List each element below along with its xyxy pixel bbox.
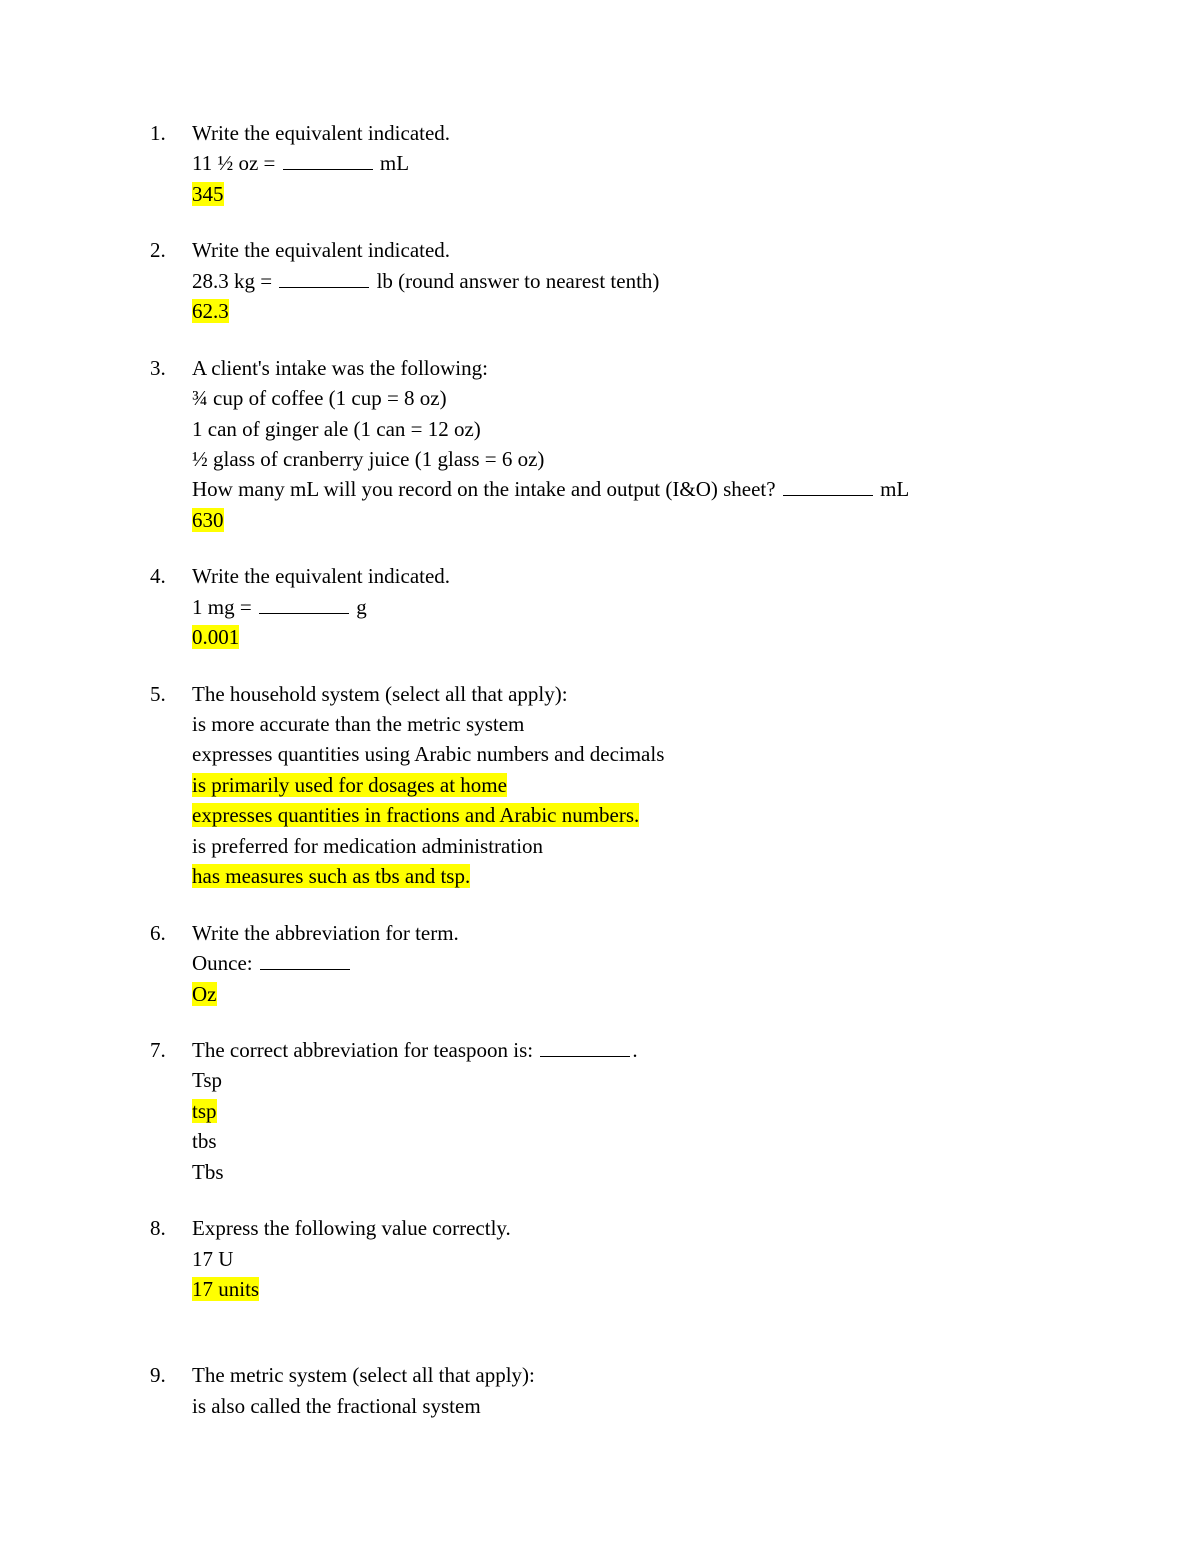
text-run: The correct abbreviation for teaspoon is…: [192, 1038, 538, 1062]
highlighted-text: expresses quantities in fractions and Ar…: [192, 803, 639, 827]
text-run: 17 U: [192, 1247, 233, 1271]
question-line: The metric system (select all that apply…: [192, 1360, 1060, 1390]
question-line: Write the equivalent indicated.: [192, 118, 1060, 148]
question-item: Write the equivalent indicated. 1 mg = g 0…: [150, 561, 1060, 652]
question-item: The metric system (select all that apply…: [150, 1360, 1060, 1421]
question-line: Write the equivalent indicated.: [192, 235, 1060, 265]
text-run: is preferred for medication administrati…: [192, 834, 543, 858]
text-run: The metric system (select all that apply…: [192, 1363, 535, 1387]
question-item: Write the abbreviation for term. Ounce: O…: [150, 918, 1060, 1009]
text-run: mL: [375, 151, 409, 175]
text-run: lb (round answer to nearest tenth): [371, 269, 659, 293]
fill-blank: [540, 1035, 630, 1057]
question-line: 1 can of ginger ale (1 can = 12 oz): [192, 414, 1060, 444]
question-line: The correct abbreviation for teaspoon is…: [192, 1035, 1060, 1065]
question-line: is also called the fractional system: [192, 1391, 1060, 1421]
text-run: is also called the fractional system: [192, 1394, 481, 1418]
question-line: 28.3 kg = lb (round answer to nearest te…: [192, 266, 1060, 296]
fill-blank: [783, 474, 873, 496]
question-line: expresses quantities in fractions and Ar…: [192, 800, 1060, 830]
question-line: Write the equivalent indicated.: [192, 561, 1060, 591]
text-run: Write the equivalent indicated.: [192, 238, 450, 262]
question-line: 630: [192, 505, 1060, 535]
question-line: Tbs: [192, 1157, 1060, 1187]
question-line: Ounce:: [192, 948, 1060, 978]
question-line: The household system (select all that ap…: [192, 679, 1060, 709]
text-run: Write the abbreviation for term.: [192, 921, 459, 945]
highlighted-text: is primarily used for dosages at home: [192, 773, 507, 797]
highlighted-text: 17 units: [192, 1277, 259, 1301]
question-line: is primarily used for dosages at home: [192, 770, 1060, 800]
question-list: Write the equivalent indicated. 11 ½ oz =…: [150, 118, 1060, 1421]
question-line: is more accurate than the metric system: [192, 709, 1060, 739]
text-run: .: [632, 1038, 637, 1062]
question-line: 0.001: [192, 622, 1060, 652]
fill-blank: [279, 266, 369, 288]
question-line: tsp: [192, 1096, 1060, 1126]
question-line: Write the abbreviation for term.: [192, 918, 1060, 948]
question-item: Write the equivalent indicated. 28.3 kg =…: [150, 235, 1060, 326]
text-run: mL: [875, 477, 909, 501]
text-run: Write the equivalent indicated.: [192, 121, 450, 145]
text-run: g: [351, 595, 367, 619]
text-run: expresses quantities using Arabic number…: [192, 742, 664, 766]
highlighted-text: 62.3: [192, 299, 229, 323]
text-run: Tsp: [192, 1068, 222, 1092]
question-line: 1 mg = g: [192, 592, 1060, 622]
text-run: is more accurate than the metric system: [192, 712, 524, 736]
text-run: Express the following value correctly.: [192, 1216, 511, 1240]
question-item: Express the following value correctly. 17…: [150, 1213, 1060, 1304]
text-run: Tbs: [192, 1160, 224, 1184]
question-line: has measures such as tbs and tsp.: [192, 861, 1060, 891]
text-run: 1 can of ginger ale (1 can = 12 oz): [192, 417, 481, 441]
text-run: ½ glass of cranberry juice (1 glass = 6 …: [192, 447, 544, 471]
question-item: The household system (select all that ap…: [150, 679, 1060, 892]
text-run: 11 ½ oz =: [192, 151, 281, 175]
document-page: Write the equivalent indicated. 11 ½ oz =…: [0, 0, 1200, 1553]
question-line: is preferred for medication administrati…: [192, 831, 1060, 861]
highlighted-text: Oz: [192, 982, 217, 1006]
question-line: Tsp: [192, 1065, 1060, 1095]
text-run: Ounce:: [192, 951, 258, 975]
question-line: 345: [192, 179, 1060, 209]
question-line: Oz: [192, 979, 1060, 1009]
fill-blank: [283, 148, 373, 170]
text-run: How many mL will you record on the intak…: [192, 477, 781, 501]
highlighted-text: tsp: [192, 1099, 217, 1123]
question-line: expresses quantities using Arabic number…: [192, 739, 1060, 769]
question-line: 11 ½ oz = mL: [192, 148, 1060, 178]
highlighted-text: 0.001: [192, 625, 239, 649]
highlighted-text: 345: [192, 182, 224, 206]
vertical-gap: [150, 1330, 1060, 1360]
question-line: 62.3: [192, 296, 1060, 326]
fill-blank: [260, 948, 350, 970]
highlighted-text: 630: [192, 508, 224, 532]
question-line: ¾ cup of coffee (1 cup = 8 oz): [192, 383, 1060, 413]
question-line: A client's intake was the following:: [192, 353, 1060, 383]
question-line: 17 units: [192, 1274, 1060, 1304]
question-line: ½ glass of cranberry juice (1 glass = 6 …: [192, 444, 1060, 474]
question-line: Express the following value correctly.: [192, 1213, 1060, 1243]
highlighted-text: has measures such as tbs and tsp.: [192, 864, 470, 888]
text-run: A client's intake was the following:: [192, 356, 488, 380]
question-line: 17 U: [192, 1244, 1060, 1274]
text-run: ¾ cup of coffee (1 cup = 8 oz): [192, 386, 447, 410]
text-run: tbs: [192, 1129, 217, 1153]
text-run: Write the equivalent indicated.: [192, 564, 450, 588]
question-item: A client's intake was the following: ¾ cu…: [150, 353, 1060, 536]
text-run: 1 mg =: [192, 595, 257, 619]
question-item: The correct abbreviation for teaspoon is…: [150, 1035, 1060, 1187]
question-line: tbs: [192, 1126, 1060, 1156]
text-run: 28.3 kg =: [192, 269, 277, 293]
fill-blank: [259, 592, 349, 614]
question-line: How many mL will you record on the intak…: [192, 474, 1060, 504]
text-run: The household system (select all that ap…: [192, 682, 568, 706]
question-item: Write the equivalent indicated. 11 ½ oz =…: [150, 118, 1060, 209]
